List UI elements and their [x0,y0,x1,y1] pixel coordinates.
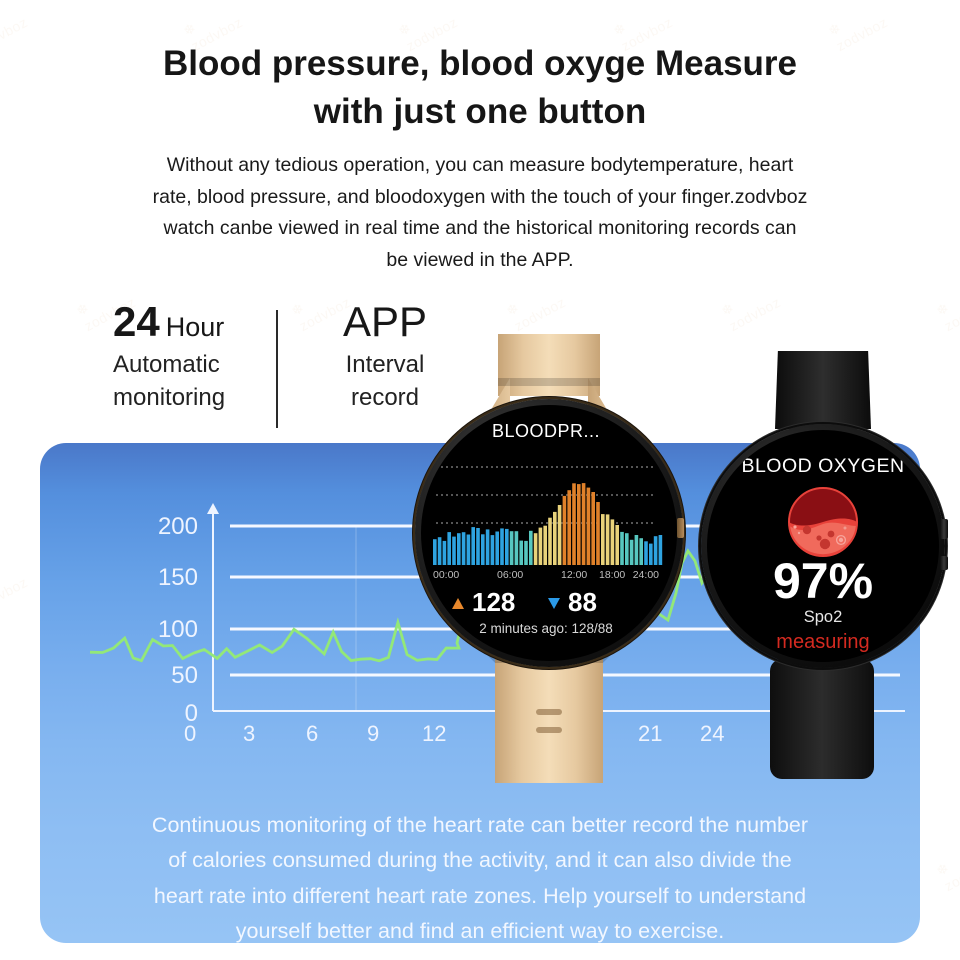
svg-text:BLOOD OXYGEN: BLOOD OXYGEN [741,455,904,477]
svg-text:97%: 97% [773,553,873,609]
svg-text:measuring: measuring [776,631,869,653]
svg-text:Spo2: Spo2 [804,608,843,626]
